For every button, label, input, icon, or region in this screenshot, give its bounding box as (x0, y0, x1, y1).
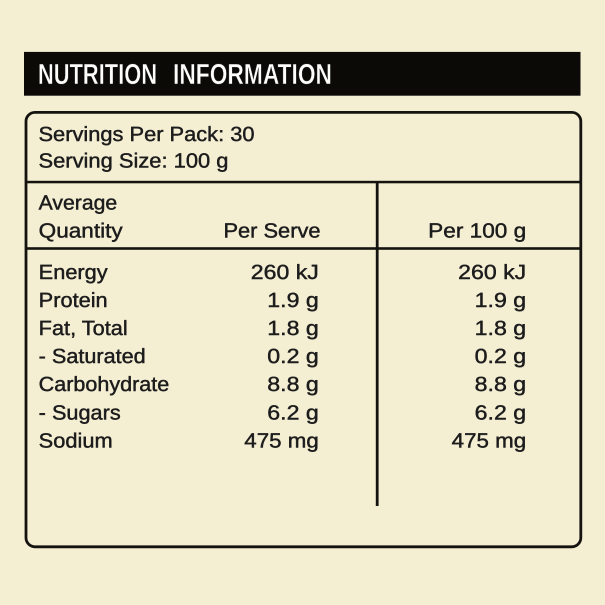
svg-text:Protein: Protein (39, 289, 108, 312)
svg-text:1.8 g: 1.8 g (267, 317, 319, 340)
svg-text:6.2 g: 6.2 g (267, 401, 319, 424)
svg-text:0.2 g: 0.2 g (267, 345, 319, 368)
svg-text:Fat, Total: Fat, Total (39, 317, 128, 340)
svg-text:260 kJ: 260 kJ (251, 261, 319, 284)
svg-text:INFORMATION: INFORMATION (173, 59, 332, 91)
svg-text:Average: Average (39, 191, 118, 214)
svg-text:Carbohydrate: Carbohydrate (39, 373, 170, 396)
svg-text:1.8 g: 1.8 g (475, 317, 527, 340)
svg-text:0.2 g: 0.2 g (475, 345, 527, 368)
svg-text:6.2 g: 6.2 g (475, 401, 527, 424)
svg-text:- Saturated: - Saturated (39, 345, 146, 368)
svg-text:1.9 g: 1.9 g (475, 289, 527, 312)
svg-text:NUTRITION: NUTRITION (38, 59, 157, 91)
svg-text:8.8 g: 8.8 g (475, 373, 527, 396)
svg-text:- Sugars: - Sugars (39, 401, 121, 424)
svg-text:Per Serve: Per Serve (224, 219, 321, 242)
svg-text:260 kJ: 260 kJ (458, 261, 526, 284)
svg-text:475 mg: 475 mg (452, 429, 527, 452)
svg-text:Quantity: Quantity (39, 219, 124, 242)
svg-text:475 mg: 475 mg (244, 429, 319, 452)
svg-text:Energy: Energy (39, 261, 109, 284)
svg-text:Sodium: Sodium (39, 429, 113, 452)
svg-text:Servings Per Pack: 30: Servings Per Pack: 30 (39, 123, 255, 146)
svg-text:8.8 g: 8.8 g (267, 373, 319, 396)
svg-text:1.9 g: 1.9 g (267, 289, 319, 312)
svg-text:Serving Size: 100 g: Serving Size: 100 g (39, 150, 229, 173)
svg-text:Per 100 g: Per 100 g (428, 219, 526, 242)
